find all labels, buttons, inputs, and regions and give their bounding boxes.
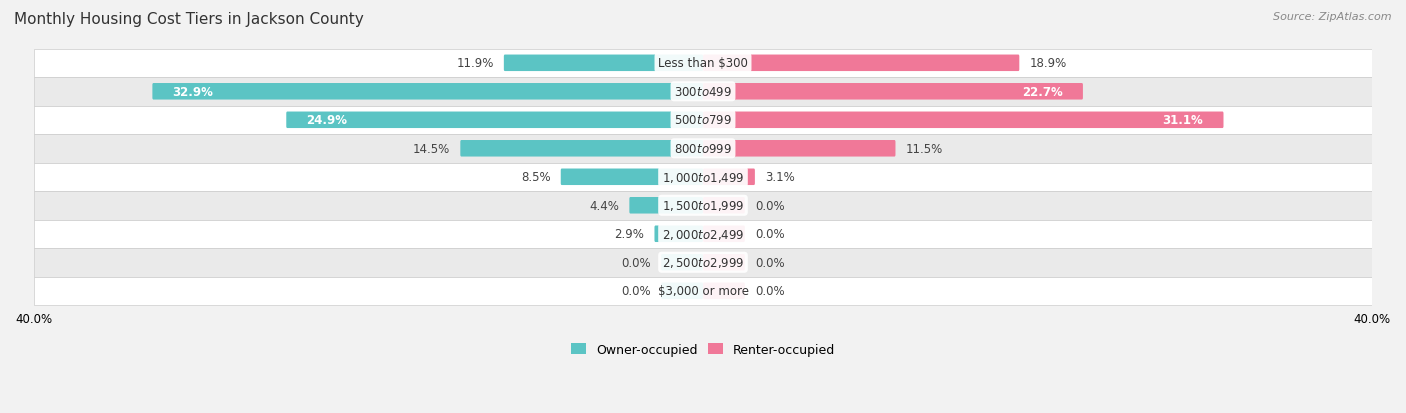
FancyBboxPatch shape [703,254,745,271]
FancyBboxPatch shape [152,84,703,100]
FancyBboxPatch shape [630,197,703,214]
FancyBboxPatch shape [703,197,745,214]
Text: $2,000 to $2,499: $2,000 to $2,499 [662,227,744,241]
Text: $3,000 or more: $3,000 or more [658,285,748,297]
Text: 0.0%: 0.0% [755,228,785,241]
Text: 14.5%: 14.5% [413,142,450,155]
FancyBboxPatch shape [703,169,755,185]
Text: 2.9%: 2.9% [614,228,644,241]
FancyBboxPatch shape [34,163,1372,192]
Text: 0.0%: 0.0% [621,256,651,269]
Text: 0.0%: 0.0% [755,199,785,212]
FancyBboxPatch shape [703,55,1019,72]
FancyBboxPatch shape [460,141,703,157]
FancyBboxPatch shape [703,112,1223,129]
FancyBboxPatch shape [34,78,1372,106]
FancyBboxPatch shape [34,248,1372,277]
FancyBboxPatch shape [561,169,703,185]
Text: 8.5%: 8.5% [522,171,551,184]
Text: Source: ZipAtlas.com: Source: ZipAtlas.com [1274,12,1392,22]
FancyBboxPatch shape [703,226,745,242]
FancyBboxPatch shape [34,106,1372,135]
Text: 11.9%: 11.9% [457,57,494,70]
FancyBboxPatch shape [287,112,703,129]
Text: $800 to $999: $800 to $999 [673,142,733,155]
FancyBboxPatch shape [703,141,896,157]
FancyBboxPatch shape [661,283,703,299]
FancyBboxPatch shape [503,55,703,72]
FancyBboxPatch shape [34,220,1372,248]
Text: 3.1%: 3.1% [765,171,794,184]
Text: 32.9%: 32.9% [173,85,214,99]
Text: 11.5%: 11.5% [905,142,943,155]
Text: 31.1%: 31.1% [1163,114,1204,127]
FancyBboxPatch shape [703,283,745,299]
Text: 24.9%: 24.9% [307,114,347,127]
FancyBboxPatch shape [654,226,703,242]
Text: $1,000 to $1,499: $1,000 to $1,499 [662,170,744,184]
Text: $300 to $499: $300 to $499 [673,85,733,99]
FancyBboxPatch shape [34,50,1372,78]
Text: $1,500 to $1,999: $1,500 to $1,999 [662,199,744,213]
Text: 0.0%: 0.0% [755,256,785,269]
Text: Monthly Housing Cost Tiers in Jackson County: Monthly Housing Cost Tiers in Jackson Co… [14,12,364,27]
Text: $2,500 to $2,999: $2,500 to $2,999 [662,256,744,270]
Text: Less than $300: Less than $300 [658,57,748,70]
FancyBboxPatch shape [34,277,1372,305]
Text: 22.7%: 22.7% [1022,85,1063,99]
FancyBboxPatch shape [34,135,1372,163]
Text: 4.4%: 4.4% [589,199,619,212]
Text: $500 to $799: $500 to $799 [673,114,733,127]
FancyBboxPatch shape [703,84,1083,100]
Legend: Owner-occupied, Renter-occupied: Owner-occupied, Renter-occupied [567,338,839,361]
Text: 0.0%: 0.0% [755,285,785,297]
FancyBboxPatch shape [661,254,703,271]
Text: 18.9%: 18.9% [1029,57,1067,70]
FancyBboxPatch shape [34,192,1372,220]
Text: 0.0%: 0.0% [621,285,651,297]
